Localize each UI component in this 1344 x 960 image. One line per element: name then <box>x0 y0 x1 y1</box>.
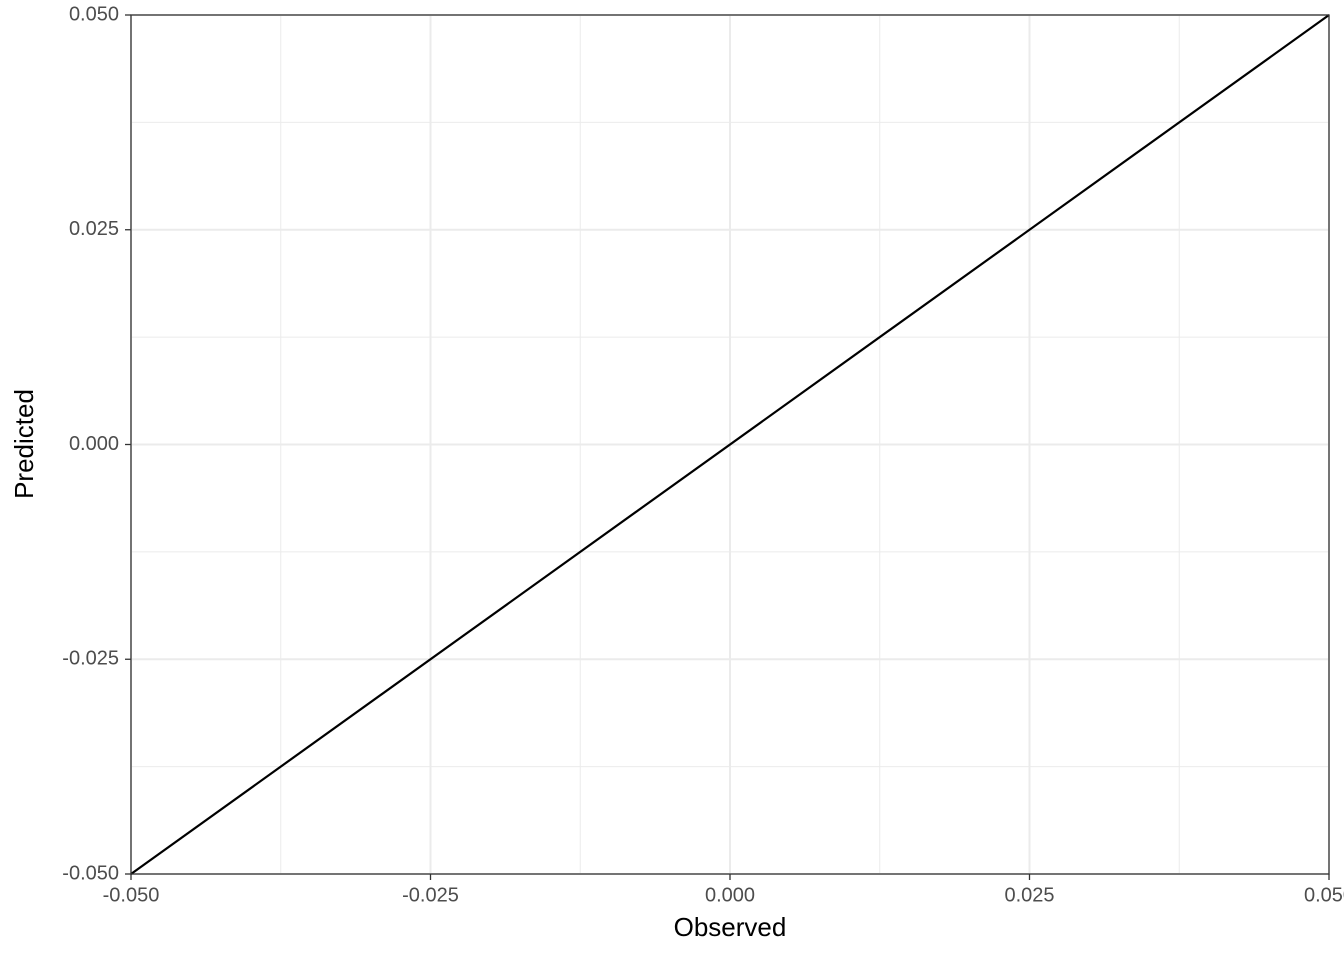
x-tick-label: -0.050 <box>103 884 160 906</box>
x-tick-label: 0.050 <box>1304 884 1344 906</box>
y-tick-label: -0.050 <box>62 862 119 884</box>
y-tick-label: 0.050 <box>69 3 119 25</box>
x-axis-title: Observed <box>674 912 787 942</box>
y-tick-label: 0.000 <box>69 433 119 455</box>
y-tick-label: -0.025 <box>62 648 119 670</box>
x-tick-label: 0.025 <box>1004 884 1054 906</box>
line <box>130 14 1330 875</box>
marks <box>130 14 1330 875</box>
y-axis-title: Predicted <box>9 389 39 499</box>
x-tick-label: -0.025 <box>402 884 459 906</box>
x-tick-label: 0.000 <box>705 884 755 906</box>
y-tick-label: 0.025 <box>69 218 119 240</box>
